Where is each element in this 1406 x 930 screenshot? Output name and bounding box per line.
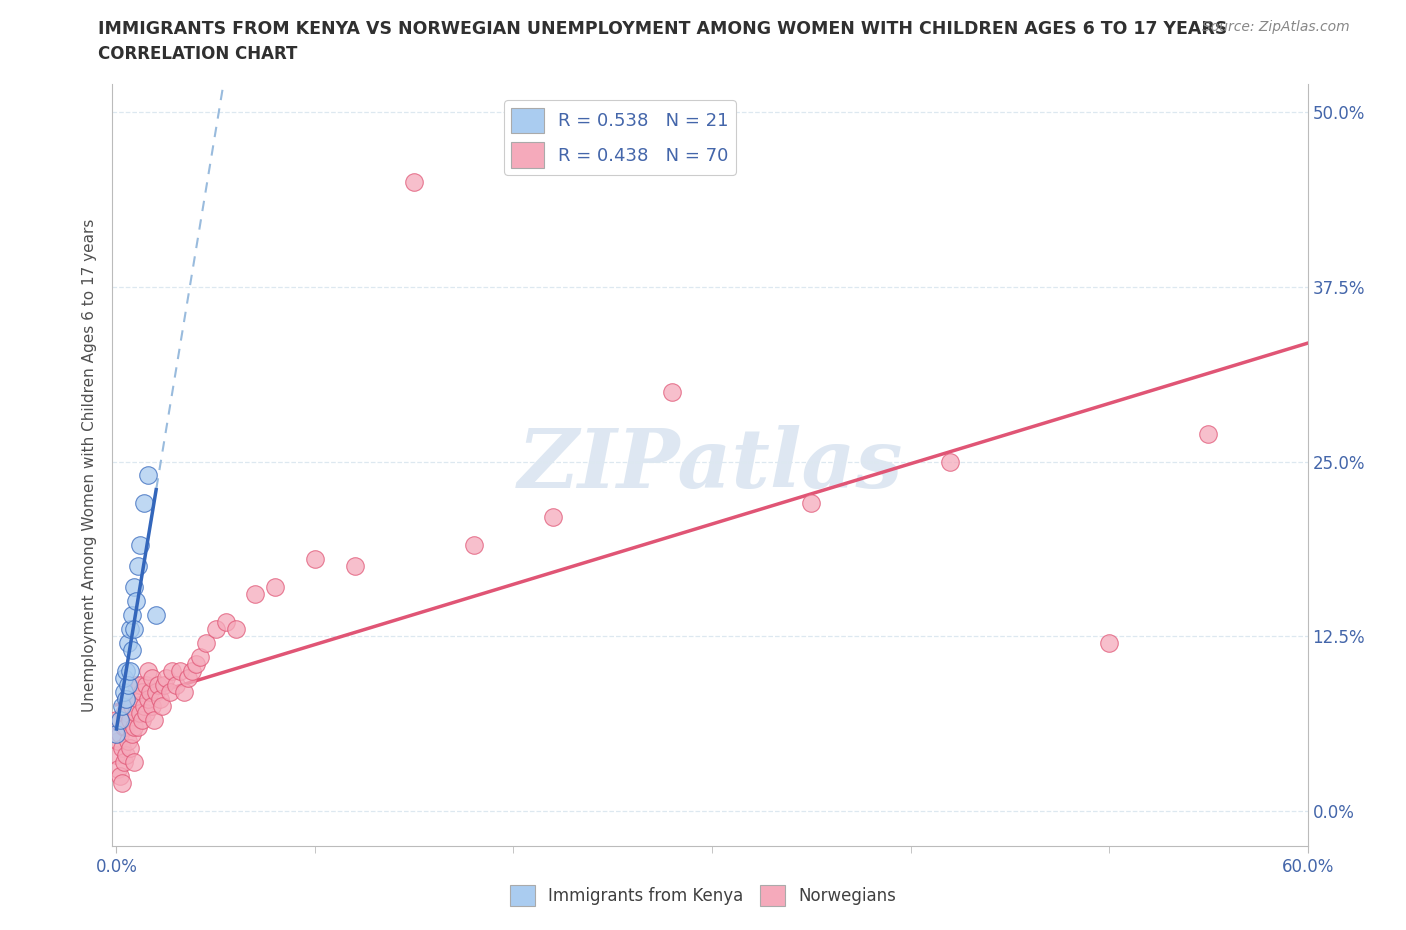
Point bbox=[115, 664, 138, 679]
Point bbox=[124, 622, 146, 637]
Point bbox=[343, 559, 366, 574]
Point bbox=[121, 608, 143, 623]
Point bbox=[124, 720, 146, 735]
Point bbox=[155, 671, 177, 685]
Point bbox=[225, 622, 247, 637]
Point bbox=[105, 748, 128, 763]
Point bbox=[112, 706, 135, 721]
Point bbox=[136, 468, 159, 483]
Point bbox=[800, 496, 823, 511]
Point bbox=[214, 615, 236, 630]
Point bbox=[121, 699, 143, 714]
Point bbox=[159, 684, 181, 699]
Point bbox=[107, 762, 129, 777]
Point bbox=[304, 552, 326, 567]
Point bbox=[149, 692, 172, 707]
Point bbox=[115, 692, 138, 707]
Point bbox=[127, 559, 149, 574]
Point bbox=[112, 755, 135, 770]
Point bbox=[129, 678, 152, 693]
Point bbox=[194, 636, 217, 651]
Point bbox=[115, 720, 138, 735]
Point bbox=[124, 580, 146, 595]
Point bbox=[117, 678, 139, 693]
Point bbox=[129, 706, 152, 721]
Text: CORRELATION CHART: CORRELATION CHART bbox=[98, 45, 298, 62]
Point bbox=[135, 706, 157, 721]
Text: Source: ZipAtlas.com: Source: ZipAtlas.com bbox=[1202, 20, 1350, 34]
Point bbox=[131, 713, 153, 728]
Point bbox=[180, 664, 202, 679]
Point bbox=[115, 748, 138, 763]
Point bbox=[184, 657, 207, 671]
Text: IMMIGRANTS FROM KENYA VS NORWEGIAN UNEMPLOYMENT AMONG WOMEN WITH CHILDREN AGES 6: IMMIGRANTS FROM KENYA VS NORWEGIAN UNEMP… bbox=[98, 20, 1227, 38]
Point bbox=[188, 650, 211, 665]
Point bbox=[105, 727, 128, 742]
Point bbox=[939, 454, 962, 469]
Point bbox=[125, 706, 148, 721]
Point bbox=[117, 636, 139, 651]
Point bbox=[1098, 636, 1121, 651]
Point bbox=[143, 713, 166, 728]
Point bbox=[141, 671, 163, 685]
Point bbox=[112, 720, 135, 735]
Point bbox=[463, 538, 485, 553]
Point bbox=[153, 678, 176, 693]
Point bbox=[125, 678, 148, 693]
Point bbox=[110, 727, 132, 742]
Y-axis label: Unemployment Among Women with Children Ages 6 to 17 years: Unemployment Among Women with Children A… bbox=[82, 219, 97, 711]
Point bbox=[204, 622, 226, 637]
Legend: R = 0.538   N = 21, R = 0.438   N = 70: R = 0.538 N = 21, R = 0.438 N = 70 bbox=[503, 100, 735, 175]
Point bbox=[124, 755, 146, 770]
Point bbox=[165, 678, 187, 693]
Point bbox=[169, 664, 191, 679]
Point bbox=[404, 174, 426, 189]
Point bbox=[117, 734, 139, 749]
Point bbox=[131, 684, 153, 699]
Point bbox=[121, 727, 143, 742]
Point bbox=[127, 720, 149, 735]
Point bbox=[145, 608, 167, 623]
Point bbox=[111, 776, 134, 790]
Point bbox=[1197, 426, 1219, 441]
Point bbox=[127, 692, 149, 707]
Legend: Immigrants from Kenya, Norwegians: Immigrants from Kenya, Norwegians bbox=[503, 879, 903, 912]
Point bbox=[541, 510, 564, 525]
Point bbox=[136, 692, 159, 707]
Point bbox=[105, 713, 128, 728]
Point bbox=[125, 594, 148, 609]
Point bbox=[117, 706, 139, 721]
Point bbox=[145, 684, 167, 699]
Point bbox=[264, 580, 287, 595]
Point bbox=[111, 741, 134, 756]
Point bbox=[150, 699, 173, 714]
Point bbox=[120, 664, 142, 679]
Point bbox=[121, 643, 143, 658]
Point bbox=[139, 684, 162, 699]
Point bbox=[146, 678, 169, 693]
Point bbox=[110, 713, 132, 728]
Text: ZIPatlas: ZIPatlas bbox=[517, 425, 903, 505]
Point bbox=[112, 684, 135, 699]
Point bbox=[120, 713, 142, 728]
Point bbox=[115, 692, 138, 707]
Point bbox=[135, 678, 157, 693]
Point bbox=[120, 741, 142, 756]
Point bbox=[111, 699, 134, 714]
Point bbox=[141, 699, 163, 714]
Point bbox=[112, 671, 135, 685]
Point bbox=[134, 699, 156, 714]
Point bbox=[160, 664, 183, 679]
Point bbox=[136, 664, 159, 679]
Point bbox=[129, 538, 152, 553]
Point bbox=[661, 384, 683, 399]
Point bbox=[107, 734, 129, 749]
Point bbox=[173, 684, 195, 699]
Point bbox=[177, 671, 200, 685]
Point bbox=[110, 769, 132, 784]
Point bbox=[120, 622, 142, 637]
Point bbox=[134, 496, 156, 511]
Point bbox=[245, 587, 267, 602]
